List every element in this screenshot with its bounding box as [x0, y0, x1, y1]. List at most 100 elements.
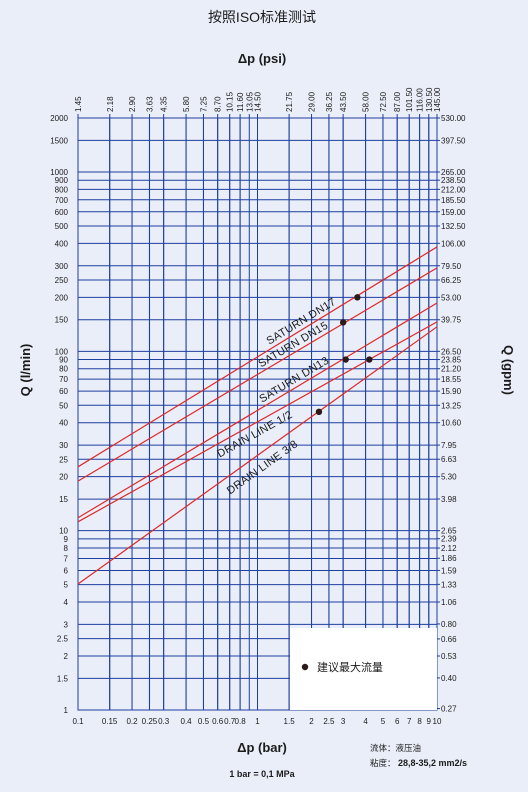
x2-tick-label: 58.00 [362, 91, 371, 112]
y-tick-label: 100 [55, 347, 69, 356]
x-tick-label: 0.8 [235, 717, 247, 726]
y2-tick-label: 0.27 [441, 705, 457, 714]
y2-tick-label: 1.06 [441, 598, 457, 607]
y2-tick-label: 159.00 [441, 208, 466, 217]
x-tick-label: 2 [309, 717, 314, 726]
y-tick-label: 6 [64, 566, 69, 575]
x-tick-label: 0.15 [102, 717, 118, 726]
x2-tick-label: 14.50 [254, 91, 263, 112]
y-tick-label: 600 [55, 208, 69, 217]
x2-tick-label: 1.45 [74, 96, 83, 112]
y-tick-label: 60 [59, 387, 68, 396]
x-tick-label: 2.5 [323, 717, 335, 726]
legend-label: 建议最大流量 [317, 660, 383, 674]
y2-tick-label: 39.75 [441, 316, 462, 325]
y2-tick-label: 15.90 [441, 387, 462, 396]
x2-tick-label: 8.70 [214, 96, 223, 112]
y2-tick-label: 397.50 [441, 136, 466, 145]
y-axis-label: Q (l/min) [18, 344, 33, 397]
x-tick-label: 0.5 [198, 717, 210, 726]
y2-tick-label: 212.00 [441, 185, 466, 194]
x2-tick-label: 2.90 [128, 96, 137, 112]
y-tick-label: 400 [55, 239, 69, 248]
y-tick-label: 10 [59, 527, 68, 536]
y2-tick-label: 21.20 [441, 365, 462, 374]
y-tick-label: 15 [59, 495, 68, 504]
y-tick-label: 300 [55, 262, 69, 271]
line [77, 321, 438, 523]
y2-tick-label: 1.86 [441, 554, 457, 563]
y2-tick-label: 530.00 [441, 114, 466, 123]
line [77, 246, 438, 468]
chart-title: 按照ISO标准测试 [208, 9, 316, 25]
y2-tick-label: 106.00 [441, 239, 466, 248]
x-tick-label: 4 [363, 717, 368, 726]
y-tick-label: 800 [55, 185, 69, 194]
x-tick-label: 0.1 [72, 717, 84, 726]
y-tick-label: 2 [64, 652, 69, 661]
x2-tick-label: 43.50 [339, 91, 348, 112]
y-tick-label: 4 [64, 598, 69, 607]
x2-tick-label: 130.50 [425, 87, 434, 112]
y-tick-label: 25 [59, 455, 68, 464]
y2-tick-label: 2.12 [441, 544, 457, 553]
viscosity-value: 28,8-35,2 mm2/s [398, 758, 467, 768]
x2-tick-label: 21.75 [285, 91, 294, 112]
x-tick-label: 10 [433, 717, 442, 726]
x2-tick-label: 3.63 [146, 96, 155, 112]
y2-tick-label: 3.98 [441, 495, 457, 504]
x-tick-label: 0.7 [224, 717, 236, 726]
y2-tick-label: 5.30 [441, 473, 457, 482]
y2-tick-label: 2.65 [441, 527, 457, 536]
x2-tick-label: 10.15 [226, 91, 235, 112]
max-flow-point [339, 319, 347, 326]
y2-axis-label: Q (gpm) [501, 345, 516, 395]
y2-tick-label: 0.80 [441, 620, 457, 629]
y-tick-label: 2.5 [57, 635, 69, 644]
x-tick-label: 0.4 [181, 717, 193, 726]
y-tick-label: 1500 [50, 136, 68, 145]
y2-tick-label: 132.50 [441, 222, 466, 231]
y-tick-label: 250 [55, 276, 69, 285]
x-tick-label: 3 [341, 717, 346, 726]
x2-tick-label: 145.00 [433, 87, 442, 112]
y2-tick-label: 6.63 [441, 455, 457, 464]
y2-tick-label: 0.40 [441, 674, 457, 683]
y2-tick-label: 7.95 [441, 441, 457, 450]
y2-tick-label: 0.66 [441, 635, 457, 644]
x2-tick-label: 2.18 [106, 96, 115, 112]
x-tick-label: 0.3 [158, 717, 170, 726]
x-tick-label: 5 [381, 717, 386, 726]
max-flow-point [354, 294, 361, 301]
y-tick-label: 40 [59, 419, 68, 428]
y-tick-label: 5 [64, 581, 69, 590]
line [77, 267, 438, 482]
y2-tick-label: 1.33 [441, 580, 457, 589]
max-flow-point [342, 356, 349, 363]
y-tick-label: 1000 [50, 168, 68, 177]
x-tick-label: 7 [407, 717, 412, 726]
max-flow-point [315, 408, 323, 416]
y-tick-label: 700 [55, 196, 69, 205]
x2-tick-label: 72.50 [379, 91, 388, 112]
y2-tick-label: 53.00 [441, 293, 462, 302]
x2-tick-label: 29.00 [308, 91, 317, 112]
x2-tick-label: 11.60 [236, 92, 245, 112]
x-tick-label: 1.5 [284, 717, 296, 726]
y2-tick-label: 79.50 [441, 262, 462, 271]
y-tick-label: 7 [64, 554, 69, 563]
note: 1 bar = 0,1 MPa [229, 769, 295, 779]
y-tick-label: 900 [55, 176, 69, 185]
x-tick-label: 9 [427, 717, 432, 726]
y-tick-label: 150 [55, 316, 69, 325]
y2-tick-label: 185.50 [441, 196, 466, 205]
y-tick-label: 8 [64, 544, 69, 553]
y-tick-label: 500 [55, 222, 69, 231]
y-tick-label: 200 [55, 293, 69, 302]
y2-tick-label: 26.50 [441, 347, 462, 356]
x2-tick-label: 7.25 [199, 96, 208, 112]
x-tick-label: 0.6 [212, 717, 224, 726]
y-tick-label: 30 [59, 441, 68, 450]
fluid: 流体：液压油 [370, 743, 421, 753]
y2-tick-label: 265.00 [441, 168, 466, 177]
